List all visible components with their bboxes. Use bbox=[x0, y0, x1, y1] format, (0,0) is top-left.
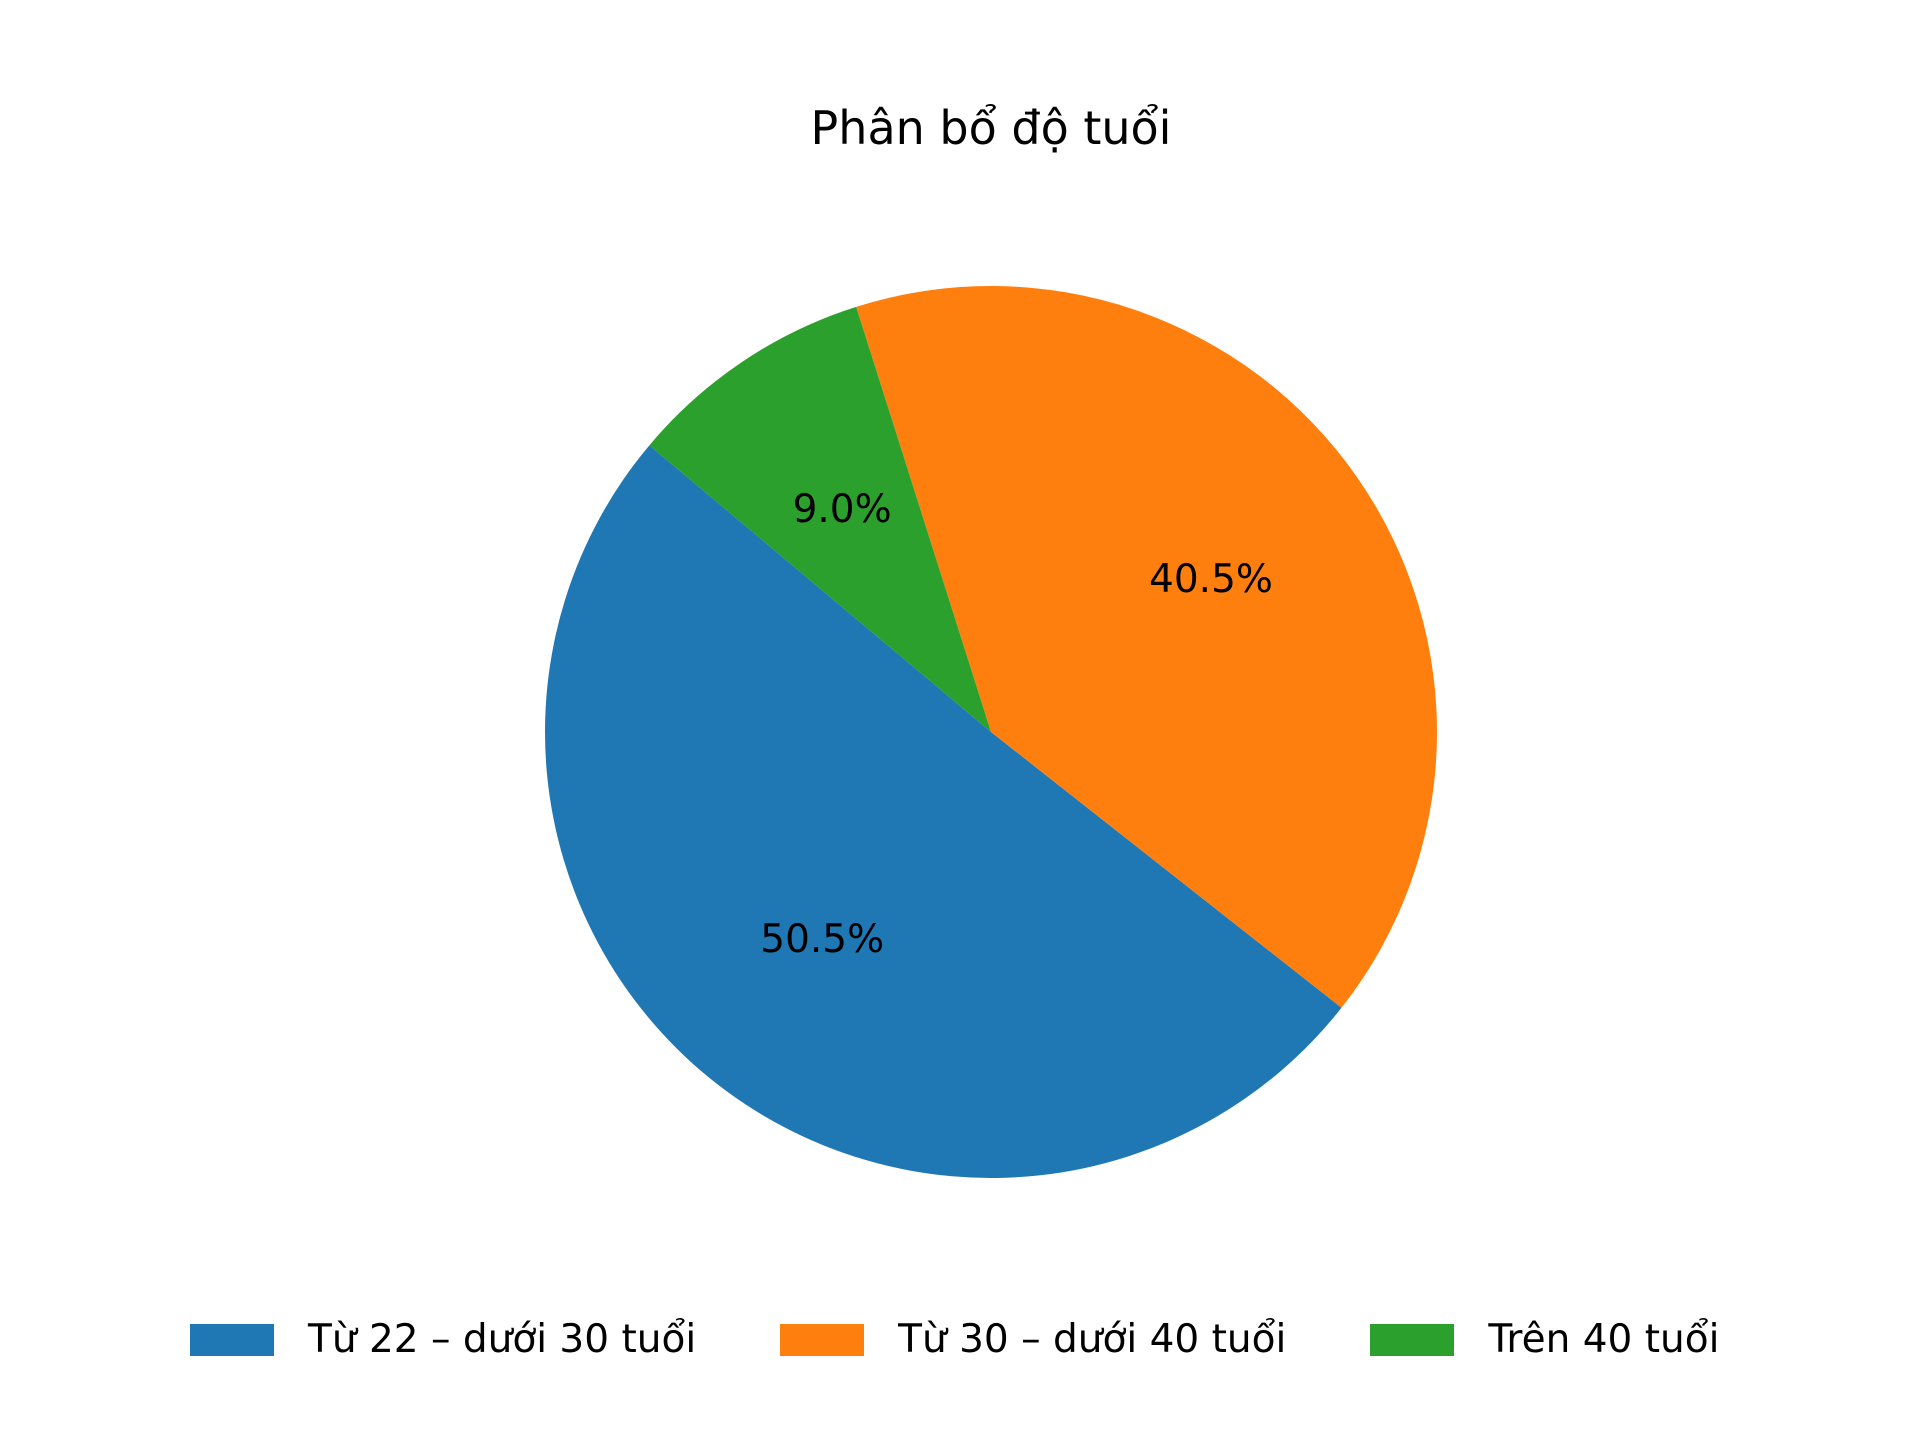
pie-slice-30-40 bbox=[856, 285, 1438, 1008]
chart-title: Phân bổ độ tuổi bbox=[810, 101, 1172, 155]
legend-label-over-40: Trên 40 tuổi bbox=[1488, 1317, 1720, 1362]
pct-label-22-30: 50.5% bbox=[760, 917, 884, 962]
pct-label-over-40: 9.0% bbox=[793, 487, 892, 532]
legend-label-30-40: Từ 30 – dưới 40 tuổi bbox=[898, 1317, 1287, 1362]
legend-item-over-40: Trên 40 tuổi bbox=[1370, 1316, 1719, 1364]
legend-item-22-30: Từ 22 – dưới 30 tuổi bbox=[190, 1316, 696, 1364]
pct-label-30-40: 40.5% bbox=[1149, 557, 1273, 602]
legend-label-22-30: Từ 22 – dưới 30 tuổi bbox=[308, 1317, 697, 1362]
pie-slice-22-30 bbox=[545, 445, 1342, 1178]
legend-swatch-22-30 bbox=[190, 1324, 274, 1356]
legend-swatch-over-40 bbox=[1370, 1324, 1455, 1356]
pie-slice-over-40 bbox=[649, 306, 991, 732]
legend-item-30-40: Từ 30 – dưới 40 tuổi bbox=[780, 1316, 1286, 1364]
legend-swatch-30-40 bbox=[780, 1324, 865, 1356]
legend: Từ 22 – dưới 30 tuổi Từ 30 – dưới 40 tuổ… bbox=[190, 1316, 1719, 1364]
